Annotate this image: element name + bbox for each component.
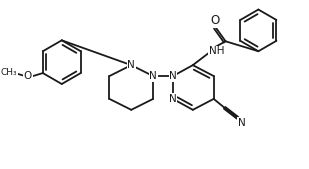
Text: NH: NH [209,46,224,56]
Text: CH₃: CH₃ [1,68,17,77]
Text: N: N [169,94,177,104]
Text: N: N [127,60,135,70]
Text: O: O [210,14,219,27]
Text: N: N [149,71,157,81]
Text: N: N [238,118,245,128]
Text: O: O [24,71,32,81]
Text: N: N [169,71,177,81]
